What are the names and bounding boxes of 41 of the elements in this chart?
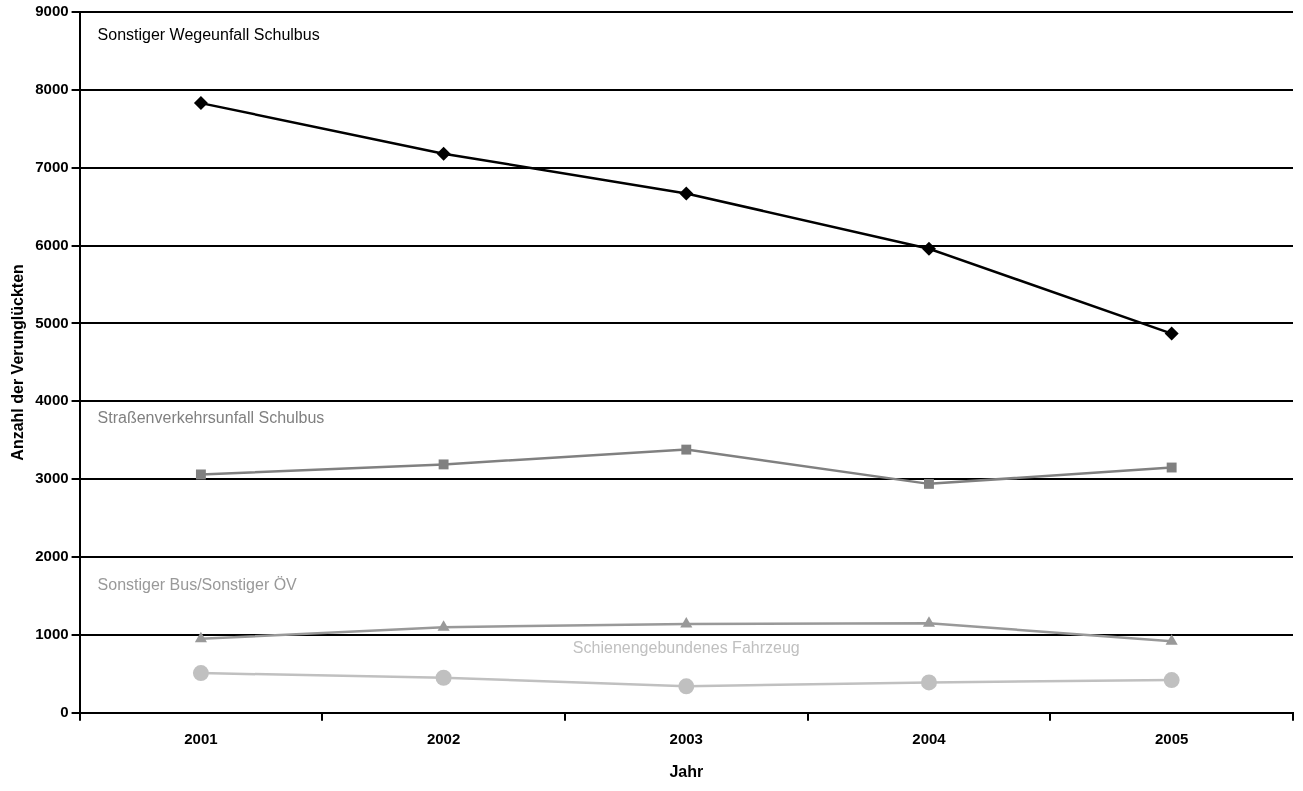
point [1164, 326, 1179, 341]
point [920, 674, 937, 691]
y-tick-label: 9000 [35, 2, 69, 20]
x-tick-label: 2003 [669, 729, 703, 747]
x-axis-title: Jahr [669, 762, 704, 780]
point [924, 478, 934, 489]
x-tick-label: 2002 [426, 729, 461, 747]
point [681, 444, 692, 455]
point [437, 620, 450, 631]
y-tick-label: 4000 [35, 391, 69, 409]
point [192, 665, 209, 682]
point [1166, 462, 1177, 473]
x-tick-label: 2004 [912, 729, 947, 747]
point [1165, 634, 1178, 645]
point [922, 616, 936, 627]
y-tick-label: 0 [60, 702, 69, 720]
text: Sonstiger Bus/Sonstiger ÖV [97, 576, 298, 594]
text: Sonstiger Wegeunfall Schulbus [97, 25, 320, 43]
point [435, 669, 452, 686]
point [678, 678, 695, 695]
point [921, 241, 936, 256]
point [195, 469, 206, 480]
y-tick-label: 5000 [35, 313, 69, 331]
x-tick-label: 2005 [1154, 729, 1189, 747]
point [436, 146, 451, 161]
x-tick-label: 2001 [184, 729, 218, 747]
text: Straßenverkehrsunfall Schulbus [97, 408, 325, 426]
point [194, 631, 207, 643]
y-tick-label: 1000 [35, 625, 69, 643]
y-tick-label: 6000 [35, 235, 69, 253]
y-tick-label: 3000 [35, 469, 69, 487]
point [680, 617, 693, 628]
y-axis-title: Anzahl der Verunglückten [9, 264, 27, 461]
point [1163, 672, 1180, 689]
point [679, 186, 694, 201]
series-label: Schienengebundenes Fahrzeug [572, 638, 800, 656]
y-tick-label: 7000 [35, 157, 69, 175]
y-tick-label: 2000 [35, 547, 69, 565]
point [438, 459, 449, 470]
point [193, 96, 208, 111]
y-tick-label: 8000 [35, 80, 69, 98]
